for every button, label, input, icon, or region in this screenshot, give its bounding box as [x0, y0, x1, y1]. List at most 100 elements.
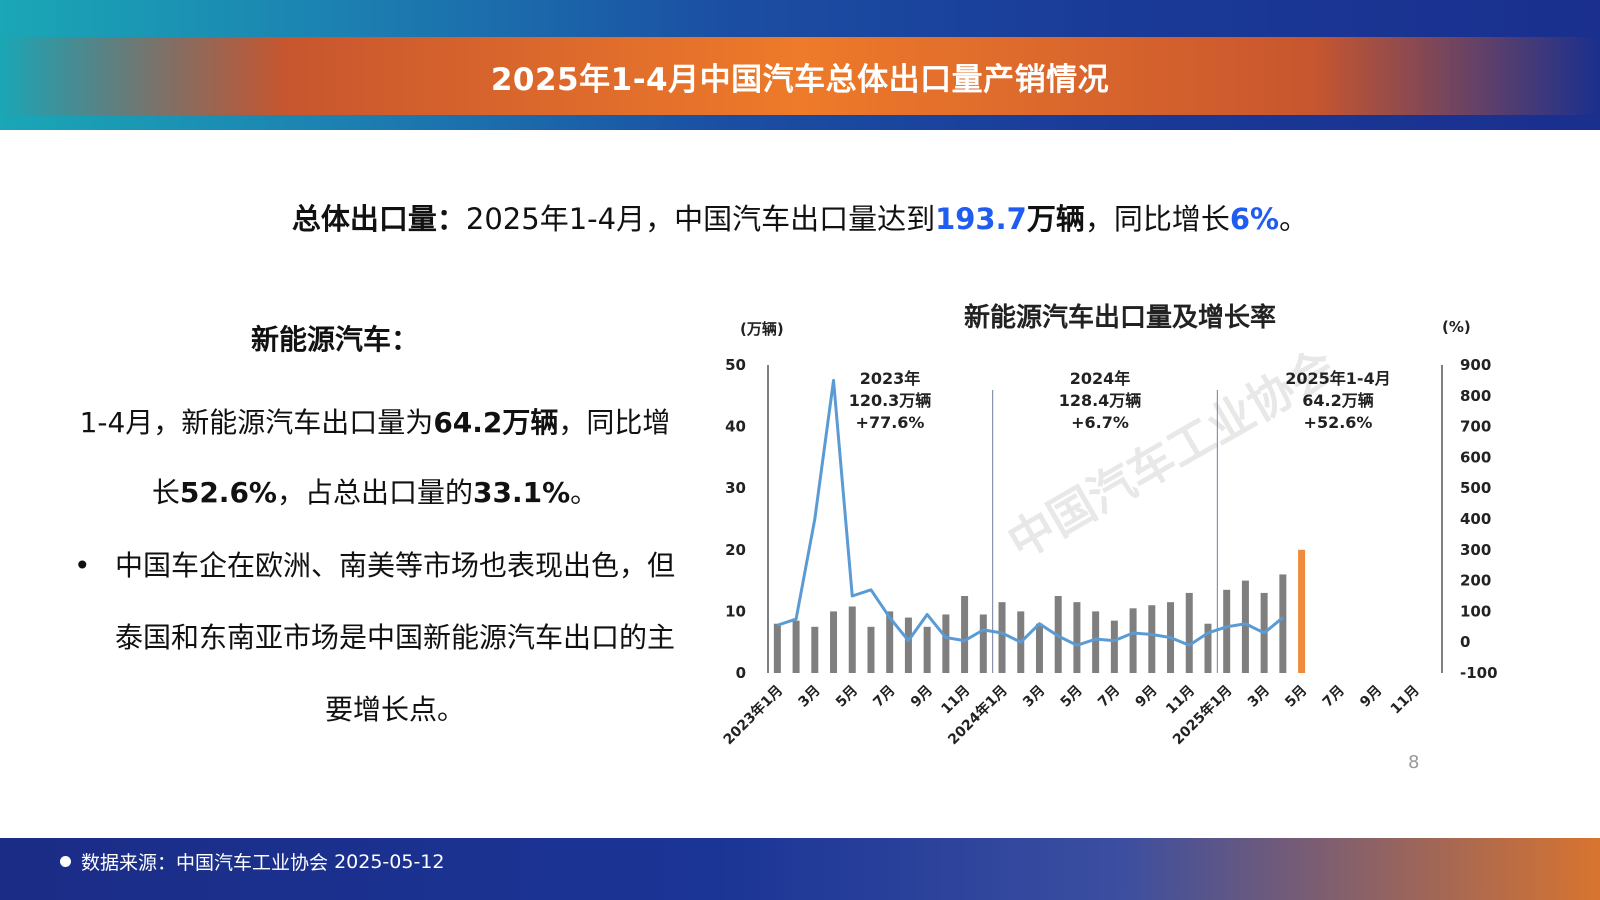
headline-lead: 总体出口量：	[291, 202, 466, 236]
annotation-year: 2025年1-4月	[1285, 369, 1390, 388]
annotation-year: 2024年	[1070, 369, 1131, 388]
export-bar	[886, 611, 894, 673]
left-tick-label: 30	[725, 479, 746, 497]
annotation-value: 128.4万辆	[1059, 391, 1142, 410]
x-tick-label: 2023年1月	[720, 682, 786, 748]
export-bar	[1129, 608, 1137, 673]
right-tick-label: 800	[1460, 387, 1491, 405]
right-tick-label: 700	[1460, 418, 1491, 436]
nev-export-chart: 中国汽车工业协会 新能源汽车出口量及增长率 (万辆) (%) 0 10 20 30 40 50 -1…	[690, 290, 1570, 800]
headline: 总体出口量：2025年1-4月，中国汽车出口量达到193.7万辆，同比增长6%。	[0, 196, 1600, 238]
nev-p1-g: 。	[570, 476, 599, 509]
export-bar	[961, 596, 969, 673]
source-bullet-icon	[60, 856, 71, 867]
nev-heading: 新能源汽车：	[250, 323, 419, 356]
nev-p1-e: ，占总出口量的	[276, 476, 473, 509]
left-tick-label: 50	[725, 356, 746, 374]
export-bar	[1204, 623, 1212, 673]
export-bar	[830, 611, 838, 673]
nev-p1-a: 1-4月，新能源汽车出口量为	[79, 406, 434, 439]
export-bar	[1279, 574, 1287, 673]
export-bar	[811, 626, 819, 673]
x-tick-label: 9月	[1357, 683, 1385, 711]
export-bar	[1241, 580, 1249, 673]
x-tick-label: 11月	[938, 683, 973, 718]
right-axis-unit: (%)	[1442, 318, 1471, 336]
x-tick-label: 5月	[833, 683, 861, 711]
headline-value1: 193.7	[935, 202, 1027, 236]
page-number: 8	[1408, 752, 1419, 773]
source-label: 数据来源：中国汽车工业协会	[81, 852, 329, 874]
right-tick-label: 100	[1460, 602, 1491, 620]
annotation-growth: +77.6%	[856, 413, 925, 432]
x-tick-label: 11月	[1163, 683, 1198, 718]
x-tick-label: 5月	[1058, 683, 1086, 711]
x-tick-label: 7月	[1320, 683, 1348, 711]
headline-value2: 6%	[1229, 202, 1280, 236]
annotation-value: 64.2万辆	[1302, 391, 1373, 410]
export-bar	[942, 614, 950, 673]
export-bar	[792, 620, 800, 673]
right-tick-label: 900	[1460, 356, 1491, 374]
growth-rate-line	[776, 378, 1284, 647]
bottom-banner	[0, 838, 1600, 900]
export-bar	[998, 602, 1006, 673]
right-tick-label: 200	[1460, 572, 1491, 590]
headline-unit1: 万辆	[1026, 202, 1085, 236]
right-tick-label: 400	[1460, 510, 1491, 528]
annotation-growth: +52.6%	[1304, 413, 1373, 432]
headline-text2: ，同比增长	[1084, 202, 1230, 236]
x-tick-label: 9月	[908, 683, 936, 711]
x-tick-label: 11月	[1388, 683, 1423, 718]
nev-p1-d: 52.6%	[179, 476, 277, 509]
headline-end: 。	[1279, 202, 1309, 236]
nev-p1-c: ，同比增长	[151, 406, 671, 509]
x-tick-label: 3月	[1020, 683, 1048, 711]
slide-title: 2025年1-4月中国汽车总体出口量产销情况	[490, 61, 1110, 98]
export-bar	[1110, 620, 1118, 673]
headline-text1: 2025年1-4月，中国汽车出口量达到	[465, 202, 936, 236]
x-tick-label: 9月	[1133, 683, 1161, 711]
x-tick-label: 5月	[1282, 683, 1310, 711]
nev-text-block: 新能源汽车： 1-4月，新能源汽车出口量为64.2万辆，同比增长52.6%，占总…	[70, 318, 680, 746]
x-tick-label: 3月	[796, 683, 824, 711]
x-tick-label: 7月	[870, 683, 898, 711]
annotation-growth: +6.7%	[1071, 413, 1129, 432]
export-bar	[979, 614, 987, 673]
export-bar	[848, 606, 856, 673]
right-tick-label: 500	[1460, 479, 1491, 497]
right-tick-label: 300	[1460, 541, 1491, 559]
nev-p1-b: 64.2万辆	[433, 406, 559, 439]
annotation-value: 120.3万辆	[849, 391, 932, 410]
right-tick-label: 0	[1460, 633, 1470, 651]
export-bar	[1185, 592, 1193, 673]
export-bar	[1148, 605, 1156, 673]
annotation-year: 2023年	[860, 369, 921, 388]
chart-title: 新能源汽车出口量及增长率	[964, 302, 1276, 333]
export-bar	[1223, 589, 1231, 673]
right-tick-label: -100	[1460, 664, 1498, 682]
x-tick-label: 3月	[1245, 683, 1273, 711]
export-bar	[1073, 602, 1081, 673]
export-bar	[904, 617, 912, 673]
source-date: 2025-05-12	[334, 850, 445, 873]
export-bar-highlight	[1298, 549, 1306, 673]
right-tick-label: 600	[1460, 448, 1491, 466]
nev-paragraph: 1-4月，新能源汽车出口量为64.2万辆，同比增长52.6%，占总出口量的33.…	[70, 388, 680, 528]
export-bar	[923, 626, 931, 673]
left-tick-label: 10	[725, 602, 746, 620]
source-line: 数据来源：中国汽车工业协会 2025-05-12	[60, 848, 444, 875]
export-bar	[1092, 611, 1100, 673]
nev-p1-f: 33.1%	[473, 476, 571, 509]
left-tick-label: 0	[736, 664, 746, 682]
left-tick-label: 20	[725, 541, 746, 559]
bullet-dot: •	[74, 549, 91, 582]
nev-bullet-text: 中国车企在欧洲、南美等市场也表现出色，但泰国和东南亚市场是中国新能源汽车出口的主…	[114, 549, 675, 726]
nev-bullet: • 中国车企在欧洲、南美等市场也表现出色，但泰国和东南亚市场是中国新能源汽车出口…	[70, 530, 680, 746]
export-bar	[773, 623, 781, 673]
export-bar	[1035, 623, 1043, 673]
left-tick-label: 40	[725, 418, 746, 436]
left-axis-unit: (万辆)	[740, 320, 784, 338]
title-bar: 2025年1-4月中国汽车总体出口量产销情况	[0, 37, 1600, 115]
